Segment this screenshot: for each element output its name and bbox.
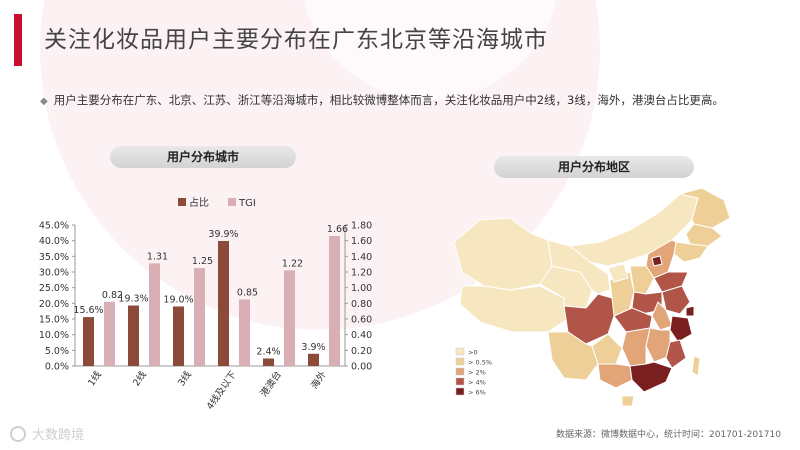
map-region-hunan (621, 327, 651, 367)
map-region-liaoning (673, 241, 709, 263)
legend-swatch-tgi (228, 198, 236, 206)
map-region-hainan (621, 395, 635, 407)
y-right-tick-label: 1.20 (351, 268, 372, 279)
map-legend-swatch (455, 377, 465, 386)
city-distribution-label: 用户分布城市 (110, 146, 296, 168)
data-label-tgi: 1.25 (192, 256, 213, 267)
data-label-share: 15.6% (73, 305, 103, 316)
map-region-beijing (651, 255, 663, 267)
y-left-tick-label: 25.0% (39, 283, 69, 294)
region-distribution-label: 用户分布地区 (494, 156, 694, 178)
china-region-map: >0 > 0.5% > 2% > 4% > 6% (453, 187, 731, 407)
y-right-tick-label: 0.80 (351, 299, 372, 310)
data-label-tgi: 1.66 (327, 224, 348, 235)
map-region-fujian (665, 339, 687, 369)
map-region-xinjiang (453, 217, 553, 291)
brand-logo: 大数跨境 (10, 424, 84, 443)
y-left-tick-label: 15.0% (39, 315, 69, 326)
y-left-tick-label: 35.0% (39, 252, 69, 263)
data-label-share: 2.4% (256, 346, 280, 357)
map-legend-label: > 0.5% (468, 359, 492, 367)
map-region-zhejiang (669, 315, 693, 343)
map-region-guangdong (629, 361, 673, 393)
map-region-tibet (459, 285, 567, 333)
data-label-share: 3.9% (301, 342, 325, 353)
bar-share (83, 317, 94, 366)
y-right-tick-label: 1.80 (351, 221, 372, 232)
page-title: 关注化妆品用户主要分布在广东北京等沿海城市 (44, 27, 548, 53)
map-legend-label: > 6% (468, 389, 486, 397)
legend-swatch-share (178, 198, 186, 206)
city-distribution-chart: 0.0% 5.0% 10.0% 15.0% 20.0% 25.0% 30.0% 35.0% 40… (39, 196, 372, 412)
data-label-tgi: 0.82 (102, 290, 123, 301)
brand-logo-icon (10, 425, 26, 442)
y-left-tick-label: 45.0% (39, 221, 69, 232)
y-left-tick-label: 20.0% (39, 299, 69, 310)
page-subtitle: ◆ 用户主要分布在广东、北京、江苏、浙江等沿海城市，相比较微博整体而言，关注化妆品… (40, 92, 724, 108)
x-tick-label: 1线 (85, 368, 104, 388)
bar-tgi (194, 268, 205, 366)
x-tick-label: 海外 (308, 368, 329, 391)
map-region-taiwan (691, 355, 701, 377)
map-legend-swatch (455, 387, 465, 396)
y-right-tick-label: 1.60 (351, 236, 372, 247)
map-legend-label: >0 (468, 349, 478, 357)
y-left-tick-label: 5.0% (45, 346, 69, 357)
bar-share (173, 306, 184, 366)
data-label-tgi: 1.31 (147, 251, 168, 262)
y-left-tick-label: 40.0% (39, 236, 69, 247)
map-region-shandong (653, 271, 689, 293)
x-tick-label: 4线及以下 (204, 369, 239, 412)
legend-label-tgi: TGI (238, 198, 256, 209)
title-accent-bar (14, 14, 22, 66)
map-region-jilin (685, 223, 723, 247)
y-right-tick-label: 1.00 (351, 283, 372, 294)
bar-tgi (239, 299, 250, 366)
map-region-hubei (613, 307, 653, 333)
map-region-jiangsu (661, 285, 691, 315)
bar-share (263, 358, 274, 366)
data-label-share: 19.0% (163, 294, 193, 305)
y-right-tick-label: 0.40 (351, 330, 372, 341)
map-legend-label: > 2% (468, 369, 486, 377)
map-legend-label: > 4% (468, 379, 486, 387)
bar-share (128, 305, 139, 366)
subtitle-text: 用户主要分布在广东、北京、江苏、浙江等沿海城市，相比较微博整体而言，关注化妆品用… (53, 93, 724, 107)
x-tick-label: 2线 (130, 368, 149, 388)
map-legend-swatch (455, 357, 465, 366)
map-region-shanghai (685, 305, 695, 317)
map-region-ningxia (607, 263, 629, 283)
bar-tgi (149, 263, 160, 366)
y-left-tick-label: 10.0% (39, 330, 69, 341)
y-right-tick-label: 0.60 (351, 315, 372, 326)
map-region-guangxi (597, 363, 633, 389)
y-left-tick-label: 0.0% (45, 362, 69, 373)
legend-label-share: 占比 (189, 196, 209, 209)
y-left-tick-label: 30.0% (39, 268, 69, 279)
data-source-note: 数据来源：微博数据中心，统计时间：201701-201710 (556, 430, 781, 440)
brand-logo-text: 大数跨境 (32, 428, 85, 443)
data-label-tgi: 0.85 (237, 287, 258, 298)
bar-share (308, 353, 319, 366)
y-right-tick-label: 0.20 (351, 346, 372, 357)
data-label-share: 39.9% (208, 229, 238, 240)
bar-share (218, 240, 229, 366)
x-tick-label: 港澳台 (258, 369, 284, 399)
map-legend-swatch (455, 347, 465, 356)
data-label-share: 19.3% (118, 294, 148, 305)
x-tick-label: 3线 (175, 368, 194, 388)
map-legend: >0 > 0.5% > 2% > 4% > 6% (455, 347, 492, 397)
bar-tgi (104, 301, 115, 366)
bar-tgi (329, 235, 340, 366)
y-right-tick-label: 1.40 (351, 252, 372, 263)
diamond-bullet-icon: ◆ (40, 96, 48, 107)
map-legend-swatch (455, 367, 465, 376)
map-region-anhui (651, 301, 673, 331)
y-right-tick-label: 0.00 (351, 362, 372, 373)
bar-tgi (284, 270, 295, 366)
data-label-tgi: 1.22 (282, 258, 303, 269)
